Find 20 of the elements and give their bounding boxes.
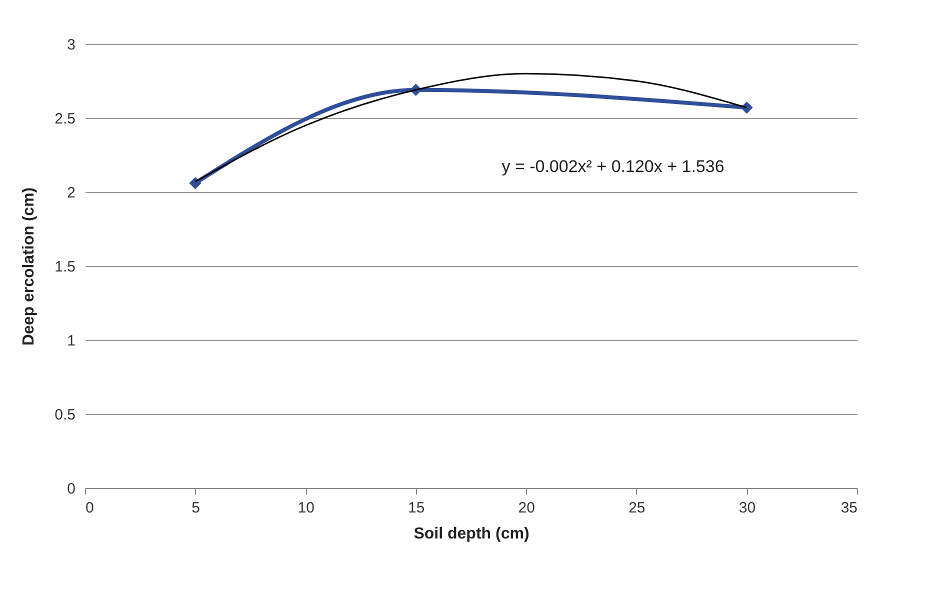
point xyxy=(740,102,753,114)
x-tick-label: 0 xyxy=(86,500,94,516)
x-tick-label: 35 xyxy=(840,500,858,516)
x-tick-label: 30 xyxy=(738,500,756,516)
y-tick-label: 1.5 xyxy=(54,258,76,276)
point xyxy=(189,176,202,190)
annotation: y = -0.002x² + 0.120x + 1.536 xyxy=(502,157,724,176)
y-tick-label: 1 xyxy=(67,332,76,350)
y-axis-title: Deep ercolation (cm) xyxy=(20,187,38,346)
y-tick-label: 2.5 xyxy=(54,110,76,128)
x-tick-label: 15 xyxy=(408,500,425,516)
y-tick-label: 3 xyxy=(67,36,76,54)
x-tick-label: 20 xyxy=(518,500,535,516)
x-axis-title: Soil depth (cm) xyxy=(414,526,530,542)
y-tick-label: 0 xyxy=(67,480,76,498)
x-tick-label: 5 xyxy=(192,500,200,516)
y-tick-label: 2 xyxy=(67,184,76,202)
y-tick-label: 0.5 xyxy=(54,406,76,424)
x-tick-label: 10 xyxy=(298,500,314,516)
x-tick-label: 25 xyxy=(628,500,646,516)
